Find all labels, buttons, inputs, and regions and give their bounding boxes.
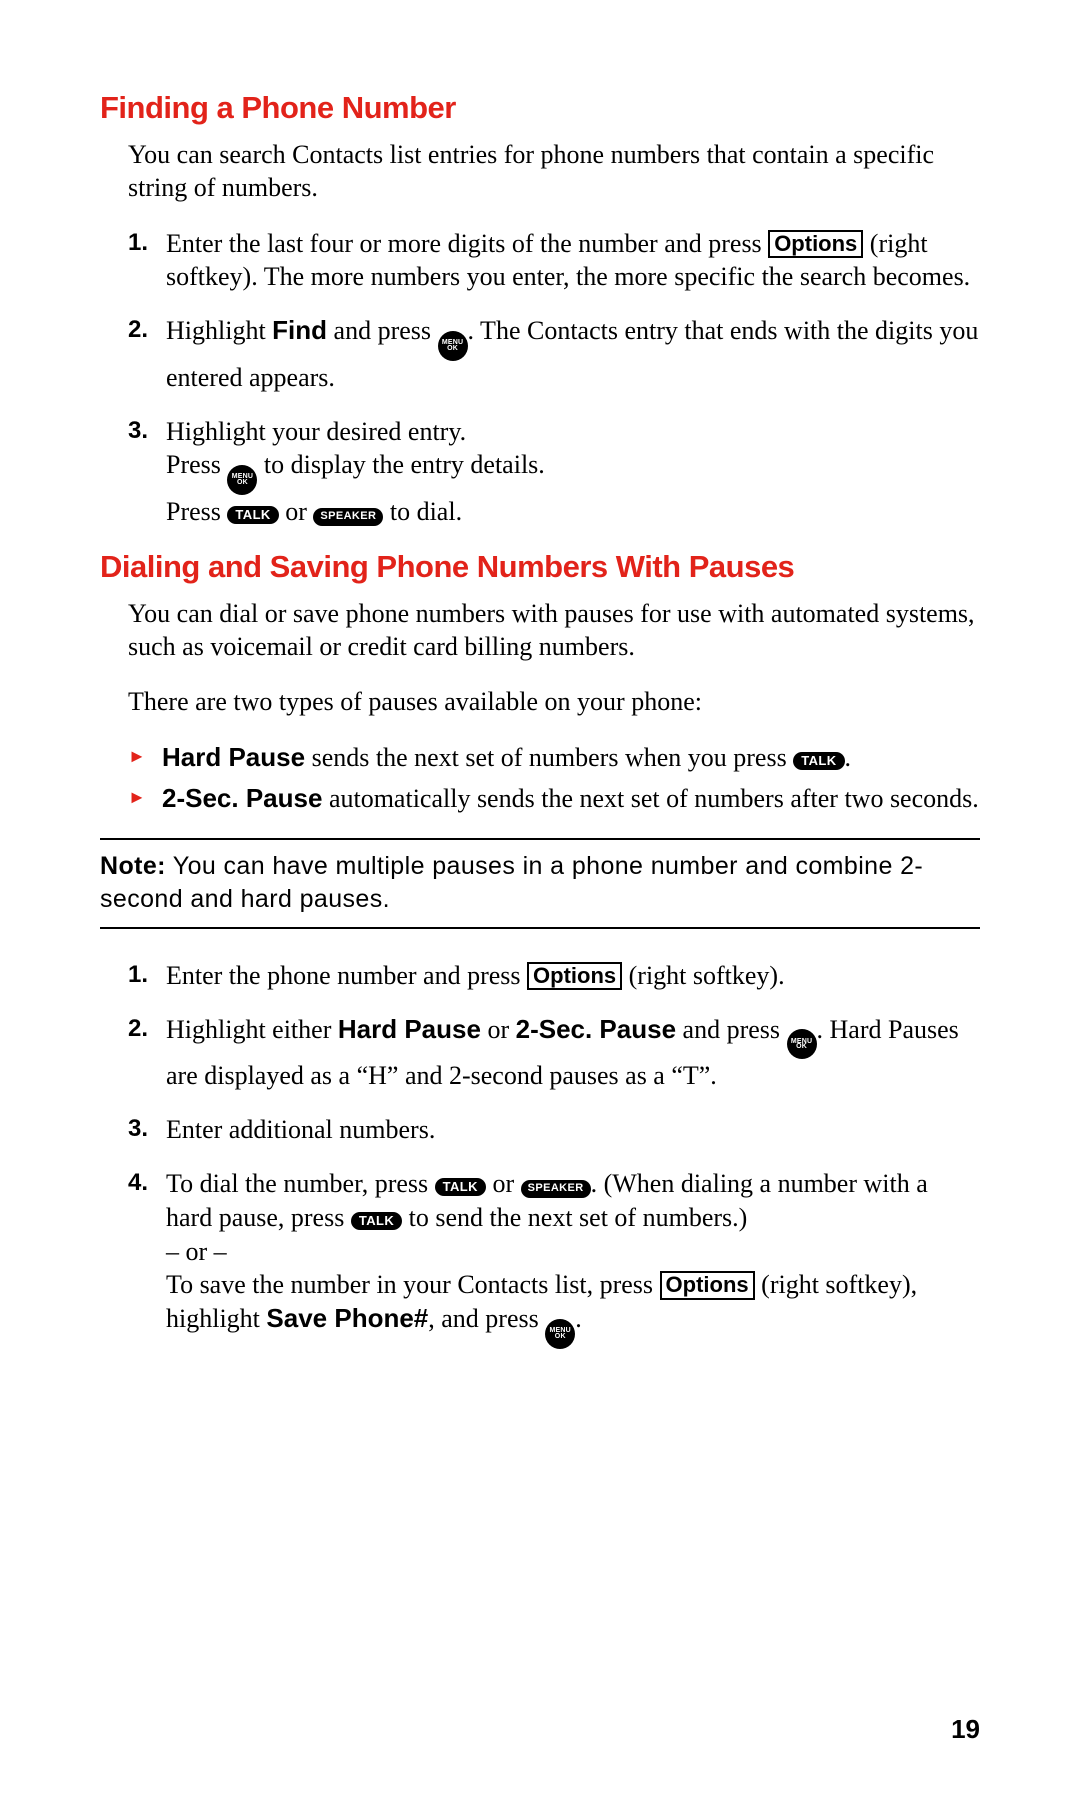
step-text: or xyxy=(279,497,314,526)
bullet-item: 2-Sec. Pause automatically sends the nex… xyxy=(128,782,980,816)
manual-page: Finding a Phone Number You can search Co… xyxy=(0,0,1080,1800)
step-number: 3. xyxy=(128,1113,148,1144)
step-text: To dial the number, press xyxy=(166,1169,435,1198)
step-text: Enter the last four or more digits of th… xyxy=(166,229,768,258)
menu-ok-icon: MENUOK xyxy=(438,331,468,361)
menu-ok-icon: MENUOK xyxy=(227,465,257,495)
intro-text: You can dial or save phone numbers with … xyxy=(100,597,980,664)
note-label: Note: xyxy=(100,852,166,880)
step-text: or xyxy=(486,1169,521,1198)
step-text: Enter the phone number and press xyxy=(166,961,527,990)
step-text: Highlight either xyxy=(166,1015,338,1044)
intro-text: There are two types of pauses available … xyxy=(100,685,980,718)
bullet-item: Hard Pause sends the next set of numbers… xyxy=(128,741,980,775)
step-item: 4. To dial the number, press TALK or SPE… xyxy=(128,1167,980,1349)
speaker-key-icon: SPEAKER xyxy=(521,1180,591,1198)
step-text: Enter additional numbers. xyxy=(166,1115,435,1144)
step-item: 2. Highlight Find and press MENUOK. The … xyxy=(128,314,980,394)
speaker-key-icon: SPEAKER xyxy=(313,508,383,526)
bullet-text: . xyxy=(845,743,852,772)
page-number: 19 xyxy=(951,1714,980,1745)
intro-text: You can search Contacts list entries for… xyxy=(100,138,980,205)
talk-key-icon: TALK xyxy=(227,506,278,524)
menu-ok-icon: MENUOK xyxy=(787,1029,817,1059)
talk-key-icon: TALK xyxy=(435,1178,486,1196)
step-text: to dial. xyxy=(383,497,462,526)
step-text: and press xyxy=(676,1015,786,1044)
note-text: You can have multiple pauses in a phone … xyxy=(100,852,923,913)
emphasis: Find xyxy=(272,315,327,345)
note-box: Note: You can have multiple pauses in a … xyxy=(100,838,980,929)
step-text: (right softkey). xyxy=(622,961,784,990)
emphasis: 2-Sec. Pause xyxy=(516,1014,676,1044)
step-text: – or – xyxy=(166,1237,227,1266)
step-text: to send the next set of numbers.) xyxy=(402,1203,747,1232)
step-number: 1. xyxy=(128,959,148,990)
bullet-list: Hard Pause sends the next set of numbers… xyxy=(100,741,980,817)
section-title: Finding a Phone Number xyxy=(100,90,980,126)
bullet-text: sends the next set of numbers when you p… xyxy=(305,743,793,772)
step-text: Highlight your desired entry. xyxy=(166,417,466,446)
bullet-text: automatically sends the next set of numb… xyxy=(322,784,978,813)
step-text: Press xyxy=(166,450,227,479)
steps-list: 1. Enter the last four or more digits of… xyxy=(100,227,980,529)
options-key-icon: Options xyxy=(527,962,622,990)
step-number: 4. xyxy=(128,1167,148,1198)
step-text: Press xyxy=(166,497,227,526)
step-item: 1. Enter the phone number and press Opti… xyxy=(128,959,980,993)
step-item: 3. Highlight your desired entry. Press M… xyxy=(128,415,980,529)
emphasis: Hard Pause xyxy=(338,1014,481,1044)
emphasis: Save Phone# xyxy=(266,1303,428,1333)
talk-key-icon: TALK xyxy=(351,1212,402,1230)
emphasis: Hard Pause xyxy=(162,742,305,772)
step-text: to display the entry details. xyxy=(257,450,544,479)
step-text: and press xyxy=(327,316,437,345)
step-text: To save the number in your Contacts list… xyxy=(166,1270,660,1299)
step-text: , and press xyxy=(428,1304,545,1333)
step-text: Highlight xyxy=(166,316,272,345)
options-key-icon: Options xyxy=(768,230,863,258)
step-item: 2. Highlight either Hard Pause or 2-Sec.… xyxy=(128,1013,980,1093)
step-number: 2. xyxy=(128,1013,148,1044)
emphasis: 2-Sec. Pause xyxy=(162,783,322,813)
step-text: or xyxy=(481,1015,516,1044)
menu-ok-icon: MENUOK xyxy=(545,1319,575,1349)
talk-key-icon: TALK xyxy=(793,752,844,770)
step-number: 3. xyxy=(128,415,148,446)
step-text: . xyxy=(575,1304,582,1333)
section-title: Dialing and Saving Phone Numbers With Pa… xyxy=(100,549,980,585)
step-number: 1. xyxy=(128,227,148,258)
step-item: 1. Enter the last four or more digits of… xyxy=(128,227,980,295)
step-item: 3. Enter additional numbers. xyxy=(128,1113,980,1147)
step-number: 2. xyxy=(128,314,148,345)
options-key-icon: Options xyxy=(660,1271,755,1299)
steps-list: 1. Enter the phone number and press Opti… xyxy=(100,959,980,1349)
